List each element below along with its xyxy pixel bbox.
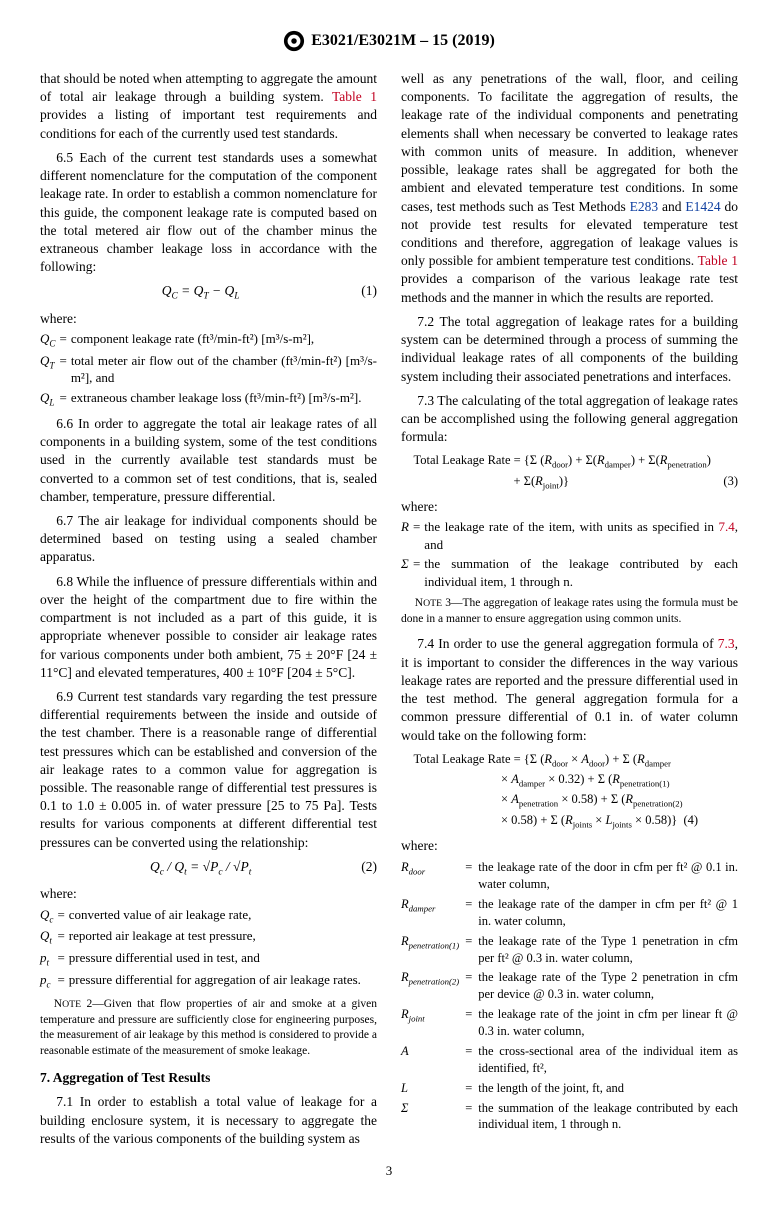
para-7-1-cont: well as any penetrations of the wall, fl… xyxy=(401,70,738,307)
defs-eq4: Rdoor=the leakage rate of the door in cf… xyxy=(401,859,738,1133)
para-6-4-cont: that should be noted when attempting to … xyxy=(40,70,377,143)
section-7-head: 7. Aggregation of Test Results xyxy=(40,1069,377,1087)
ref-7-4: 7.4 xyxy=(719,519,735,534)
para-7-3: 7.3 The calculating of the total aggrega… xyxy=(401,392,738,447)
para-7-2: 7.2 The total aggregation of leakage rat… xyxy=(401,313,738,386)
para-6-7: 6.7 The air leakage for individual compo… xyxy=(40,512,377,567)
eq1-number: (1) xyxy=(361,282,377,300)
where-3: where: xyxy=(401,498,738,516)
e283-ref: E283 xyxy=(630,199,659,214)
where-4: where: xyxy=(401,837,738,855)
equation-3: Total Leakage Rate = {Σ (Rdoor) + Σ(Rdam… xyxy=(401,452,738,492)
table1-ref-2: Table 1 xyxy=(698,253,738,268)
table1-ref: Table 1 xyxy=(332,89,377,104)
page-number: 3 xyxy=(40,1162,738,1180)
eq2-number: (2) xyxy=(361,858,377,876)
para-7-4: 7.4 In order to use the general aggregat… xyxy=(401,635,738,744)
para-6-6: 6.6 In order to aggregate the total air … xyxy=(40,415,377,506)
where-2: where: xyxy=(40,885,377,903)
e1424-ref: E1424 xyxy=(685,199,720,214)
note-3: NOTE 3—The aggregation of leakage rates … xyxy=(401,596,738,627)
defs-eq3: R=the leakage rate of the item, with uni… xyxy=(401,518,738,590)
note-2: NOTE 2—Given that flow properties of air… xyxy=(40,997,377,1059)
designation: E3021/E3021M – 15 (2019) xyxy=(311,30,495,52)
equation-2: Qc / Qt = √Pc / √Pt (2) xyxy=(40,858,377,879)
para-6-8: 6.8 While the influence of pressure diff… xyxy=(40,573,377,682)
page-header: E3021/E3021M – 15 (2019) xyxy=(40,30,738,52)
ref-7-3: 7.3 xyxy=(718,636,735,651)
para-7-1: 7.1 In order to establish a total value … xyxy=(40,1093,377,1148)
defs-eq2: Qc=converted value of air leakage rate, … xyxy=(40,906,377,991)
equation-4: Total Leakage Rate = {Σ (Rdoor × Adoor) … xyxy=(401,751,738,831)
para-6-5: 6.5 Each of the current test standards u… xyxy=(40,149,377,277)
equation-1: QC = QT − QL (1) xyxy=(40,282,377,303)
defs-eq1: QC=component leakage rate (ft³/min-ft²) … xyxy=(40,330,377,409)
astm-logo-icon xyxy=(283,30,305,52)
eq3-number: (3) xyxy=(723,473,738,490)
body-columns: that should be noted when attempting to … xyxy=(40,70,738,1148)
where-1: where: xyxy=(40,310,377,328)
para-6-9: 6.9 Current test standards vary regardin… xyxy=(40,688,377,852)
